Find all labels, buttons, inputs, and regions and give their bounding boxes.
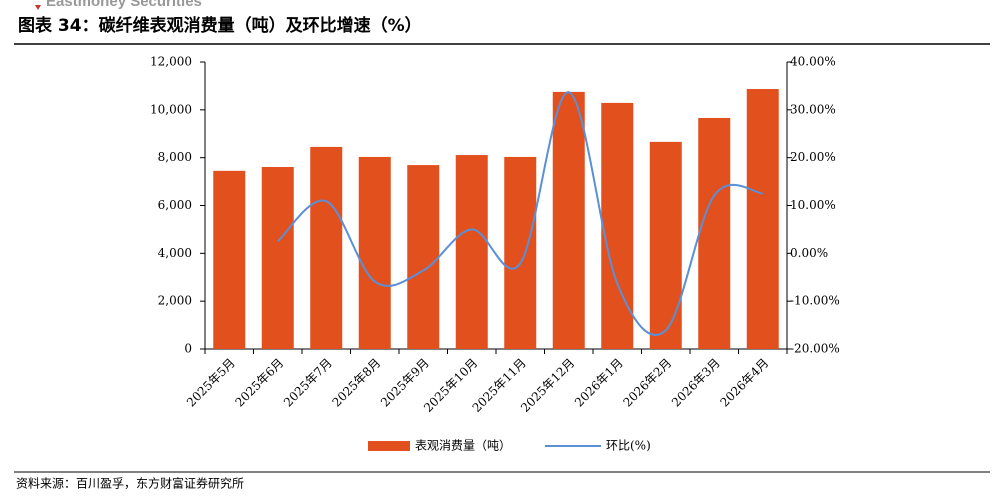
y-tick-label: 2,000 xyxy=(158,294,192,308)
chart-title: 图表 34：碳纤维表观消费量（吨）及环比增速（%） xyxy=(18,15,422,36)
x-tick-label: 2025年8月 xyxy=(329,356,383,410)
x-tick-label: 2026年4月 xyxy=(717,356,771,410)
bar xyxy=(358,156,391,349)
bar xyxy=(601,102,634,350)
y-tick-label: 10,000 xyxy=(150,102,192,116)
bar xyxy=(213,170,246,349)
bar xyxy=(746,89,779,350)
source-note: 资料来源：百川盈孚，东方财富证券研究所 xyxy=(16,476,244,491)
x-tick-label: 2026年2月 xyxy=(620,356,674,410)
bar xyxy=(504,156,537,349)
y-tick-label: 4,000 xyxy=(158,246,192,260)
logo-mark xyxy=(35,5,41,10)
x-tick-label: 2025年7月 xyxy=(281,356,335,410)
y2-tick-label: -20.00% xyxy=(790,342,840,356)
watermark: Eastmoney Securities xyxy=(46,0,202,10)
y-tick-label: 6,000 xyxy=(158,198,192,212)
y2-tick-label: -10.00% xyxy=(790,294,840,308)
bar xyxy=(649,141,682,349)
y2-tick-label: 30.00% xyxy=(790,102,836,116)
x-tick-label: 2026年3月 xyxy=(669,356,723,410)
y-tick-label: 8,000 xyxy=(158,150,192,164)
y-tick-label: 12,000 xyxy=(150,55,192,69)
line xyxy=(277,91,763,336)
y-tick-label: 0 xyxy=(184,342,192,356)
x-tick-label: 2025年6月 xyxy=(232,356,286,410)
bar xyxy=(455,155,488,349)
legend-label: 环比(%) xyxy=(606,439,651,453)
y2-tick-label: 10.00% xyxy=(790,198,836,212)
x-tick-label: 2026年1月 xyxy=(572,356,626,410)
legend-swatch xyxy=(368,441,410,451)
bar xyxy=(310,146,343,349)
bar xyxy=(698,117,731,349)
bar xyxy=(552,91,585,349)
bar xyxy=(407,165,440,349)
legend-label: 表观消费量（吨） xyxy=(415,439,511,453)
y2-tick-label: 40.00% xyxy=(790,55,836,69)
bar xyxy=(261,166,294,349)
y2-tick-label: 20.00% xyxy=(790,150,836,164)
x-tick-label: 2025年5月 xyxy=(184,356,238,410)
y2-tick-label: 0.00% xyxy=(790,246,828,260)
